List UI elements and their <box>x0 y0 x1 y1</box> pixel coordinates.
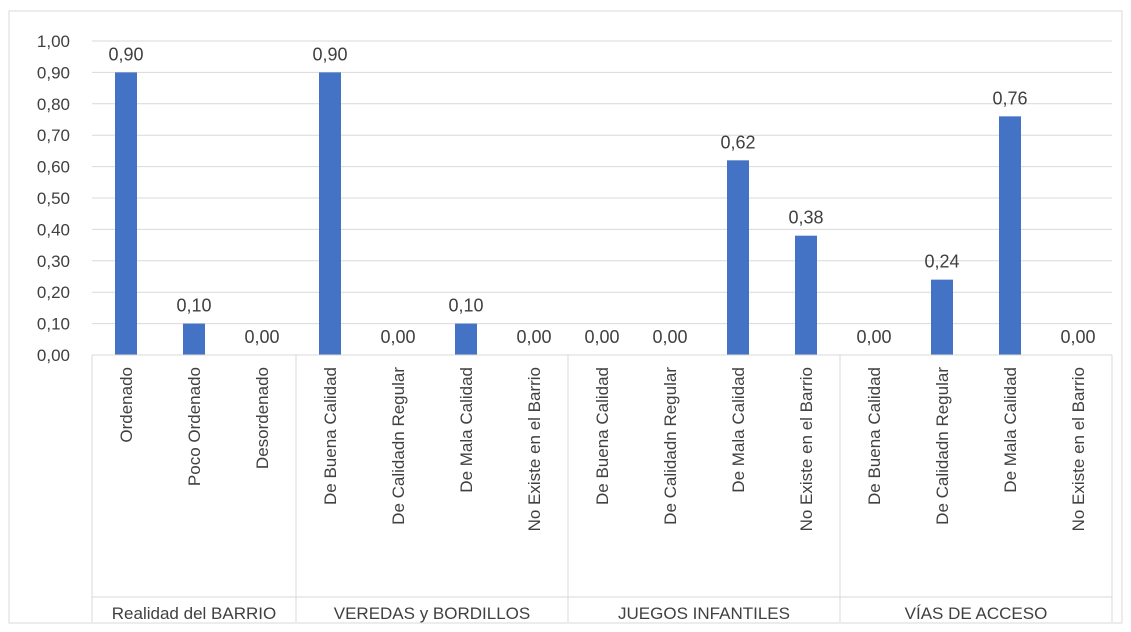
category-label: No Existe en el Barrio <box>1069 367 1088 531</box>
y-tick-label: 0,60 <box>37 158 70 177</box>
data-label: 0,00 <box>1060 327 1095 347</box>
bar <box>999 116 1021 355</box>
category-label: De Mala Calidad <box>1001 367 1020 493</box>
bar <box>319 72 341 356</box>
bar <box>727 160 749 355</box>
data-label: 0,00 <box>856 327 891 347</box>
category-label: Poco Ordenado <box>185 367 204 486</box>
bar <box>115 72 137 356</box>
y-axis: 0,00 0,10 0,20 0,30 0,40 0,50 0,60 0,70 0,80 0,90… <box>37 32 70 365</box>
data-label: 0,00 <box>584 327 619 347</box>
data-label: 0,00 <box>244 327 279 347</box>
group-label: Realidad del BARRIO <box>112 604 276 623</box>
y-tick-label: 0,70 <box>37 126 70 145</box>
data-label: 0,90 <box>108 44 143 64</box>
group-label: JUEGOS INFANTILES <box>618 604 790 623</box>
group-label: VÍAS DE ACCESO <box>905 604 1048 623</box>
y-tick-label: 0,30 <box>37 252 70 271</box>
chart-border <box>8 10 1123 624</box>
y-tick-label: 1,00 <box>37 32 70 51</box>
category-label: De Buena Calidad <box>321 367 340 505</box>
data-label: 0,00 <box>652 327 687 347</box>
data-label: 0,00 <box>516 327 551 347</box>
category-label: De Calidadn Regular <box>389 367 408 525</box>
y-tick-label: 0,40 <box>37 220 70 239</box>
data-label: 0,10 <box>448 296 483 316</box>
data-label: 0,24 <box>924 252 959 272</box>
bar <box>455 323 477 355</box>
category-label: De Mala Calidad <box>457 367 476 493</box>
data-label: 0,90 <box>312 44 347 64</box>
gridlines <box>92 40 1112 325</box>
bar <box>931 279 953 355</box>
category-label: No Existe en el Barrio <box>797 367 816 531</box>
category-label: De Calidadn Regular <box>933 367 952 525</box>
value-labels: 0,90 0,10 0,00 0,90 0,00 0,10 0,00 0,00 0,00 0,62… <box>108 44 1095 347</box>
group-label: VEREDAS y BORDILLOS <box>334 604 531 623</box>
bar <box>183 323 205 355</box>
bar <box>795 235 817 355</box>
y-tick-label: 0,50 <box>37 189 70 208</box>
bars <box>115 72 1021 356</box>
y-tick-label: 0,80 <box>37 95 70 114</box>
data-label: 0,76 <box>992 88 1027 108</box>
y-tick-label: 0,20 <box>37 283 70 302</box>
category-label: De Buena Calidad <box>865 367 884 505</box>
data-label: 0,38 <box>788 208 823 228</box>
category-label: De Buena Calidad <box>593 367 612 505</box>
category-label: De Calidadn Regular <box>661 367 680 525</box>
category-label: Desordenado <box>253 367 272 469</box>
data-label: 0,00 <box>380 327 415 347</box>
data-label: 0,10 <box>176 296 211 316</box>
category-label: No Existe en el Barrio <box>525 367 544 531</box>
category-label: De Mala Calidad <box>729 367 748 493</box>
y-tick-label: 0,00 <box>37 346 70 365</box>
x-axis: Ordenado Poco Ordenado Desordenado Realidad… <box>91 354 1113 623</box>
data-label: 0,62 <box>720 132 755 152</box>
category-label: Ordenado <box>117 367 136 443</box>
y-tick-label: 0,90 <box>37 63 70 82</box>
y-tick-label: 0,10 <box>37 315 70 334</box>
